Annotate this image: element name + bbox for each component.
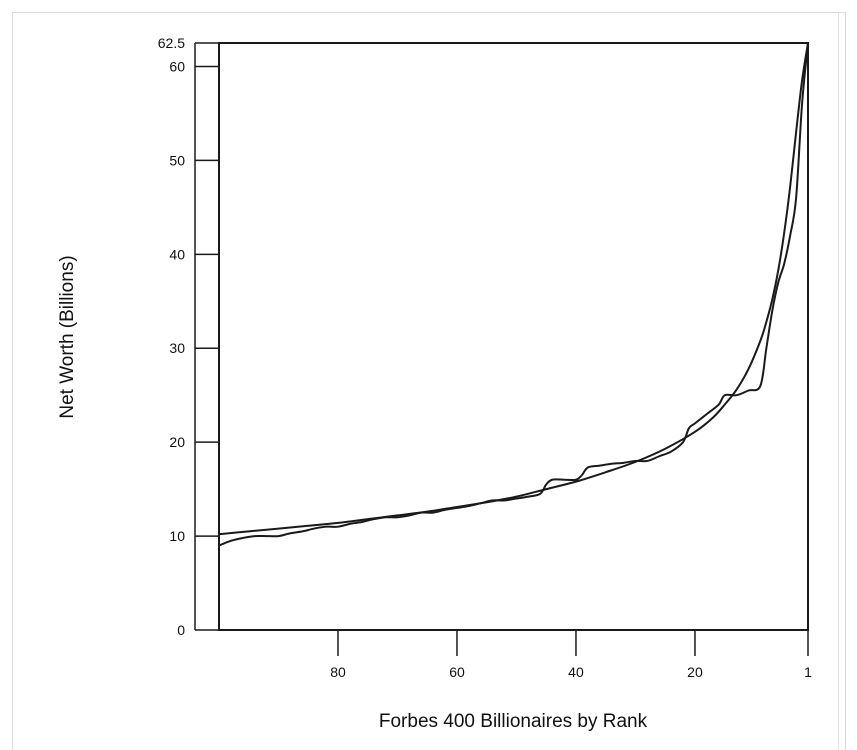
x-tick-label: 20 xyxy=(687,664,703,680)
x-tick-label: 80 xyxy=(330,664,346,680)
x-axis-title: Forbes 400 Billionaires by Rank xyxy=(379,711,648,732)
fitted-curve-line xyxy=(218,42,809,536)
y-tick-label: 30 xyxy=(169,340,185,356)
y-tick-label: 0 xyxy=(177,622,185,638)
figure-frame xyxy=(12,12,846,750)
y-tick-label: 60 xyxy=(169,58,185,74)
figure-frame-edge xyxy=(838,12,839,750)
observed-net-worth-line xyxy=(218,42,809,547)
plot-area-border xyxy=(218,42,809,631)
y-axis-title: Net Worth (Billions) xyxy=(57,255,78,418)
y-tick-label: 10 xyxy=(169,528,185,544)
y-axis: 0 10 20 30 40 50 60 62.5 xyxy=(158,35,219,638)
x-tick-label: 40 xyxy=(568,664,584,680)
x-tick-label: 1 xyxy=(804,664,812,680)
y-tick-label: 20 xyxy=(169,434,185,450)
y-tick-label: 50 xyxy=(169,152,185,168)
x-axis: 80 60 40 20 1 xyxy=(330,631,812,680)
y-tick-label: 62.5 xyxy=(158,35,185,51)
series-layer xyxy=(218,42,809,547)
x-tick-label: 60 xyxy=(449,664,465,680)
y-tick-label: 40 xyxy=(169,246,185,262)
